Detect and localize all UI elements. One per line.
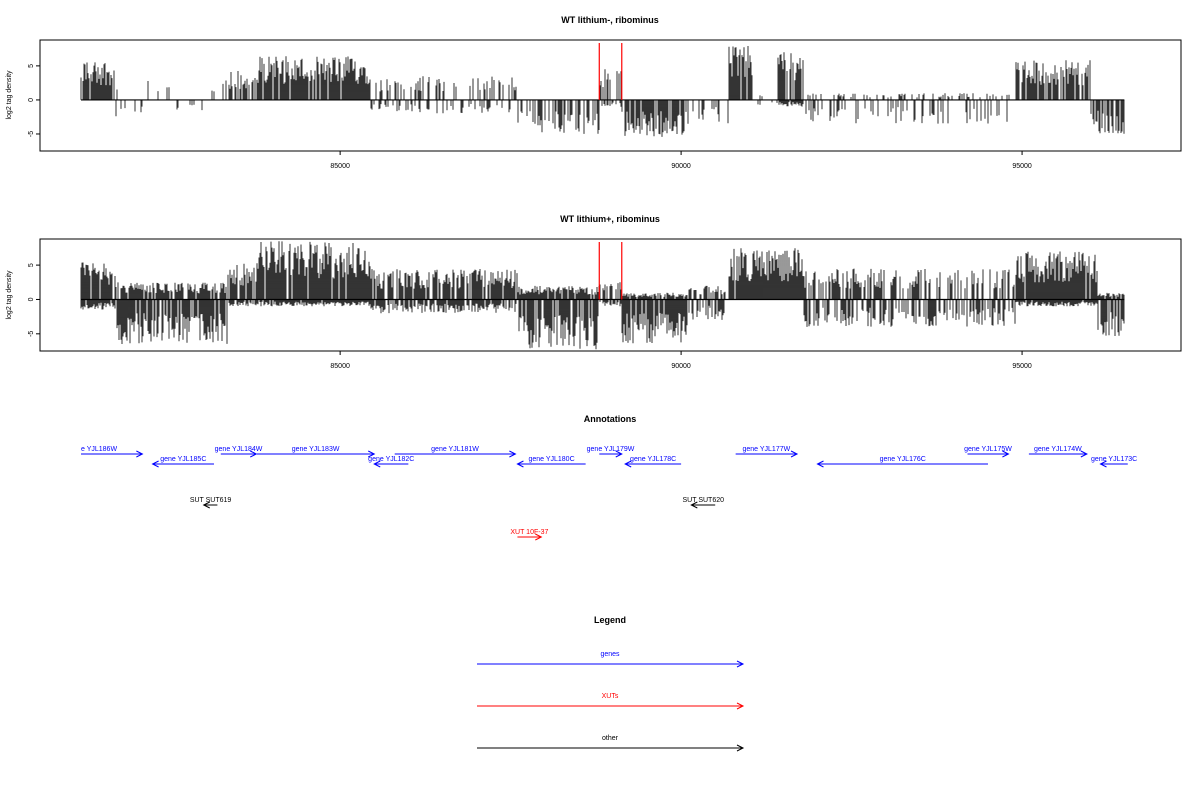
feature-arrow-head <box>690 501 698 509</box>
feature-label: gene YJL181W <box>431 446 479 453</box>
track-axes: -5 0 5 85000 90000 95000 <box>28 64 1032 170</box>
legend-entries: genes XUTs other <box>477 651 745 752</box>
legend-entry-xut: XUTs <box>477 693 745 710</box>
feature-label: gene YJL177W <box>742 446 790 453</box>
coverage-bars <box>80 241 1125 350</box>
feature-label: gene YJL173C <box>1091 456 1137 463</box>
feature-other: SUT SUT619 <box>190 497 232 509</box>
feature-arrow-head <box>151 460 159 468</box>
x-tick-label: 95000 <box>1012 163 1032 170</box>
y-tick-label: 0 <box>28 98 35 102</box>
y-tick-label: 5 <box>28 263 35 267</box>
feature-gene: gene YJL180C <box>516 456 586 468</box>
feature-label: gene YJL178C <box>630 456 676 463</box>
legend-panel: Legend genes XUTs other <box>477 615 745 752</box>
legend-arrow-head <box>736 744 745 752</box>
feature-gene: gene YJL185C <box>151 456 214 468</box>
feature-gene: gene YJL179W <box>587 446 635 458</box>
track-title: WT lithium+, ribominus <box>560 214 660 224</box>
feature-label: SUT SUT619 <box>190 497 232 504</box>
track-panel-lithium-minus: WT lithium-, ribominus log2 tag density … <box>6 15 1182 170</box>
feature-gene: gene YJL177W <box>735 446 799 458</box>
legend-entry-other: other <box>477 735 745 752</box>
feature-arrow-head <box>516 460 524 468</box>
legend-title: Legend <box>594 615 626 625</box>
track-title: WT lithium-, ribominus <box>561 15 659 25</box>
annotations-panel: Annotations e YJL186W gene YJL185C gene YJ… <box>81 414 1137 541</box>
feature-label: gene YJL174W <box>1034 446 1082 453</box>
feature-gene: gene YJL182C <box>368 456 414 468</box>
feature-gene: gene YJL184W <box>215 446 263 458</box>
annotation-features: e YJL186W gene YJL185C gene YJL184W gene YJ… <box>81 446 1137 541</box>
feature-label: gene YJL176C <box>880 456 926 463</box>
track-panel-lithium-plus: WT lithium+, ribominus log2 tag density … <box>6 214 1182 370</box>
feature-arrow-head <box>368 450 376 458</box>
feature-label: gene YJL175W <box>964 446 1012 453</box>
feature-gene: gene YJL178C <box>624 456 682 468</box>
feature-arrow-head <box>535 533 543 541</box>
feature-arrow-head <box>1002 450 1010 458</box>
track-bars <box>80 43 1125 137</box>
x-tick-label: 85000 <box>330 363 350 370</box>
x-tick-label: 90000 <box>671 163 691 170</box>
x-tick-label: 90000 <box>671 363 691 370</box>
feature-gene: gene YJL174W <box>1028 446 1088 458</box>
feature-arrow-head <box>202 501 210 509</box>
feature-label: gene YJL183W <box>292 446 340 453</box>
feature-arrow-head <box>136 450 144 458</box>
feature-other: SUT SUT620 <box>683 497 725 509</box>
x-tick-label: 95000 <box>1012 363 1032 370</box>
feature-arrow-head <box>1099 460 1107 468</box>
feature-xut: XUT 10F-37 <box>510 529 548 541</box>
y-tick-label: 5 <box>28 64 35 68</box>
feature-gene: gene YJL181W <box>394 446 517 458</box>
feature-arrow-head <box>509 450 517 458</box>
x-tick-label: 85000 <box>330 163 350 170</box>
track-bars <box>80 241 1125 350</box>
y-axis-label: log2 tag density <box>6 70 13 120</box>
legend-arrow-head <box>736 702 745 710</box>
plot-frame <box>39 39 1182 152</box>
feature-label: gene YJL185C <box>160 456 206 463</box>
feature-gene: gene YJL173C <box>1091 456 1137 468</box>
feature-label: SUT SUT620 <box>683 497 725 504</box>
feature-arrow-head <box>816 460 824 468</box>
feature-label: gene YJL180C <box>528 456 574 463</box>
annotations-title: Annotations <box>584 414 637 424</box>
plot-frame <box>39 238 1182 352</box>
legend-label: XUTs <box>602 693 619 700</box>
y-tick-label: 0 <box>28 297 35 301</box>
feature-arrow-head <box>373 460 381 468</box>
feature-label: gene YJL182C <box>368 456 414 463</box>
feature-label: XUT 10F-37 <box>510 529 548 536</box>
legend-entry-gene: genes <box>477 651 745 668</box>
y-tick-label: -5 <box>28 331 35 337</box>
y-axis-label: log2 tag density <box>6 270 13 320</box>
legend-label: genes <box>600 651 620 658</box>
feature-gene: e YJL186W <box>81 446 144 458</box>
feature-arrow-head <box>615 450 623 458</box>
feature-gene: gene YJL175W <box>964 446 1012 458</box>
coverage-bars <box>80 46 1125 137</box>
legend-arrow-head <box>736 660 745 668</box>
feature-arrow-head <box>624 460 632 468</box>
legend-label: other <box>602 735 619 742</box>
feature-arrow-head <box>1080 450 1088 458</box>
track-axes: -5 0 5 85000 90000 95000 <box>28 263 1032 370</box>
feature-label: gene YJL184W <box>215 446 263 453</box>
feature-label: e YJL186W <box>81 446 117 453</box>
feature-arrow-head <box>790 450 799 458</box>
feature-gene: gene YJL183W <box>256 446 376 458</box>
feature-label: gene YJL179W <box>587 446 635 453</box>
y-tick-label: -5 <box>28 131 35 137</box>
feature-gene: gene YJL176C <box>816 456 988 468</box>
feature-arrow-head <box>250 450 258 458</box>
